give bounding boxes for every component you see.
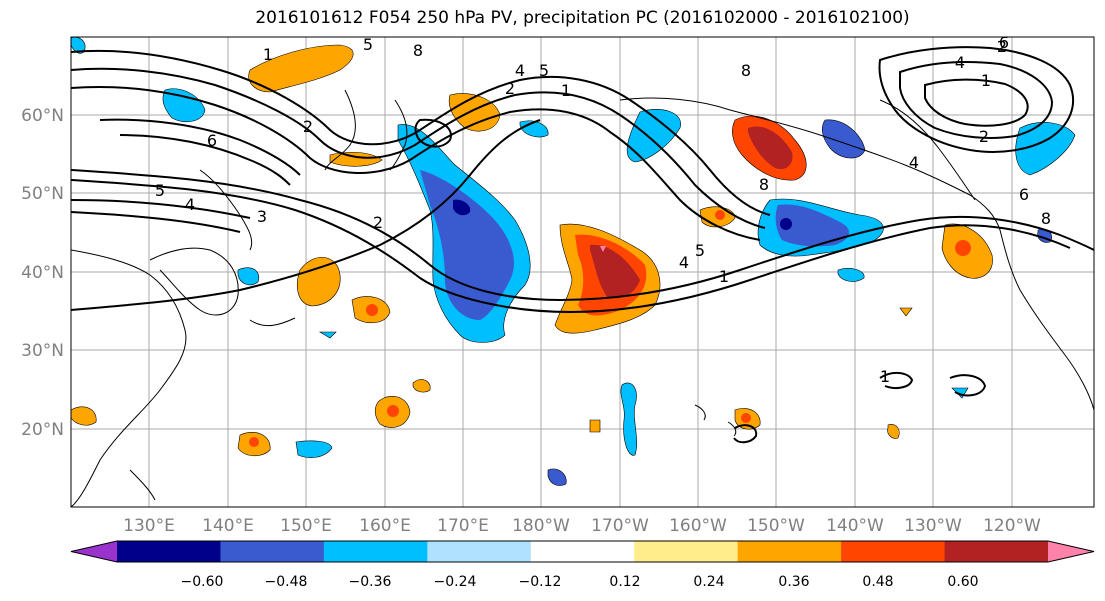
lat-tick-label: 60°N — [21, 106, 64, 126]
colorbar-segment — [427, 541, 532, 562]
colorbar-tick-label: 0.60 — [947, 574, 978, 590]
colorbar-segment — [323, 541, 428, 562]
colorbar-segment — [841, 541, 946, 562]
lon-tick-label: 130°W — [904, 516, 962, 536]
chart-title: 2016101612 F054 250 hPa PV, precipitatio… — [255, 8, 910, 28]
lon-tick-label: 150°E — [280, 516, 332, 536]
colorbar-tick-label: −0.48 — [265, 574, 308, 590]
contour-label: 4 — [185, 195, 195, 214]
contour-label: 6 — [207, 131, 217, 150]
colorbar-segment — [634, 541, 739, 562]
contour-label: 5 — [363, 35, 373, 54]
colorbar-segment — [117, 541, 221, 562]
longitude-axis: 130°E 140°E 150°E 160°E 170°E 180°W 170°… — [123, 516, 1041, 536]
colorbar-extend-max — [1048, 541, 1094, 562]
contour-label: 1 — [561, 81, 571, 100]
colorbar-tick-label: −0.36 — [349, 574, 392, 590]
colorbar — [70, 540, 1095, 563]
contour-label: 3 — [257, 207, 267, 226]
lon-tick-label: 180°W — [512, 516, 570, 536]
colorbar-segment — [944, 541, 1049, 562]
contour-label: 4 — [679, 253, 689, 272]
contour-label-group: 1 2 3 4 5 6 8 1 2 4 5 8 5 2 1 2 4 6 8 1 … — [155, 33, 1051, 386]
lon-tick-label: 120°W — [983, 516, 1041, 536]
lon-tick-label: 130°E — [123, 516, 175, 536]
contour-label: 5 — [155, 181, 165, 200]
colorbar-tick-label: −0.24 — [434, 574, 477, 590]
contour-label: 8 — [759, 175, 769, 194]
lon-tick-label: 170°E — [437, 516, 489, 536]
contour-label: 1 — [981, 71, 991, 90]
latitude-axis: 60°N 50°N 40°N 30°N 20°N — [21, 106, 64, 440]
colorbar-segment — [530, 541, 635, 562]
colorbar-segment — [737, 541, 842, 562]
contour-label: 2 — [997, 37, 1007, 56]
lon-tick-label: 170°W — [591, 516, 649, 536]
colorbar-tick-label: 0.24 — [693, 574, 724, 590]
contour-label: 4 — [909, 153, 919, 172]
contour-label: 4 — [955, 53, 965, 72]
lat-tick-label: 20°N — [21, 420, 64, 440]
colorbar-tick-label: −0.12 — [519, 574, 562, 590]
contour-label: 6 — [999, 33, 1009, 52]
contour-label: 8 — [741, 61, 751, 80]
colorbar-tick-label: 0.36 — [778, 574, 809, 590]
contour-label: 2 — [303, 117, 313, 136]
contour-label: 1 — [880, 367, 890, 386]
contour-label: 6 — [1019, 185, 1029, 204]
colorbar-tick-label: −0.60 — [181, 574, 224, 590]
lon-tick-label: 160°W — [669, 516, 727, 536]
contour-label: 5 — [539, 61, 549, 80]
colorbar-extend-min — [71, 541, 117, 562]
colorbar-tick-label: 0.12 — [609, 574, 640, 590]
lat-tick-label: 50°N — [21, 184, 64, 204]
contour-label: 2 — [505, 79, 515, 98]
colorbar-tick-label: 0.48 — [862, 574, 893, 590]
map-frame — [70, 36, 1095, 508]
contour-label: 5 — [695, 241, 705, 260]
lon-tick-label: 140°W — [826, 516, 884, 536]
lon-tick-label: 160°E — [359, 516, 411, 536]
colorbar-segment — [220, 541, 325, 562]
lon-tick-label: 140°E — [202, 516, 254, 536]
coastlines — [71, 89, 1094, 507]
lon-tick-label: 150°W — [747, 516, 805, 536]
contour-label: 8 — [413, 41, 423, 60]
colorbar-outline — [70, 540, 1095, 563]
lat-tick-label: 40°N — [21, 263, 64, 283]
colorbar-tick-labels: −0.60 −0.48 −0.36 −0.24 −0.12 0.12 0.24 … — [181, 574, 979, 590]
contour-label: 8 — [1041, 209, 1051, 228]
contour-label: 4 — [515, 61, 525, 80]
lat-tick-label: 30°N — [21, 341, 64, 361]
pv-contours — [71, 46, 1094, 444]
contour-label: 2 — [979, 127, 989, 146]
contour-label: 2 — [373, 213, 383, 232]
contour-label: 1 — [263, 45, 273, 64]
contour-label: 1 — [719, 267, 729, 286]
